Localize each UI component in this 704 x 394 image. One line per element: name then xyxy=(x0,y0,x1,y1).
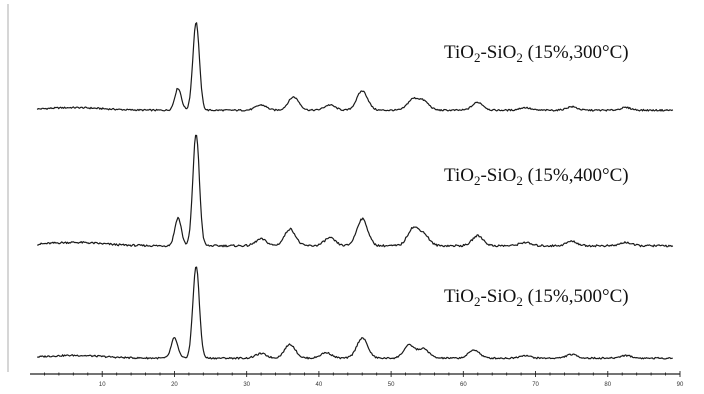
series-curve-300c xyxy=(36,22,674,112)
series-label-300c: TiO2-SiO2 (15%,300°C) xyxy=(444,42,629,65)
x-tick-label-10: 10 xyxy=(99,382,106,388)
x-tick-label-30: 30 xyxy=(243,382,250,388)
series-label-400c: TiO2-SiO2 (15%,400°C) xyxy=(444,165,629,188)
x-tick-label-70: 70 xyxy=(532,382,539,388)
x-tick-label-50: 50 xyxy=(388,382,395,388)
x-tick-label-40: 40 xyxy=(316,382,323,388)
x-tick-label-60: 60 xyxy=(460,382,467,388)
series-label-500c: TiO2-SiO2 (15%,500°C) xyxy=(444,286,629,309)
series-curve-500c xyxy=(37,266,673,360)
x-tick-label-20: 20 xyxy=(171,382,178,388)
x-axis: 10 20 30 40 50 60 70 80 90 xyxy=(30,371,684,388)
x-tick-label-80: 80 xyxy=(604,382,611,388)
series-curve-400c xyxy=(37,134,674,248)
x-tick-label-90: 90 xyxy=(677,382,684,388)
